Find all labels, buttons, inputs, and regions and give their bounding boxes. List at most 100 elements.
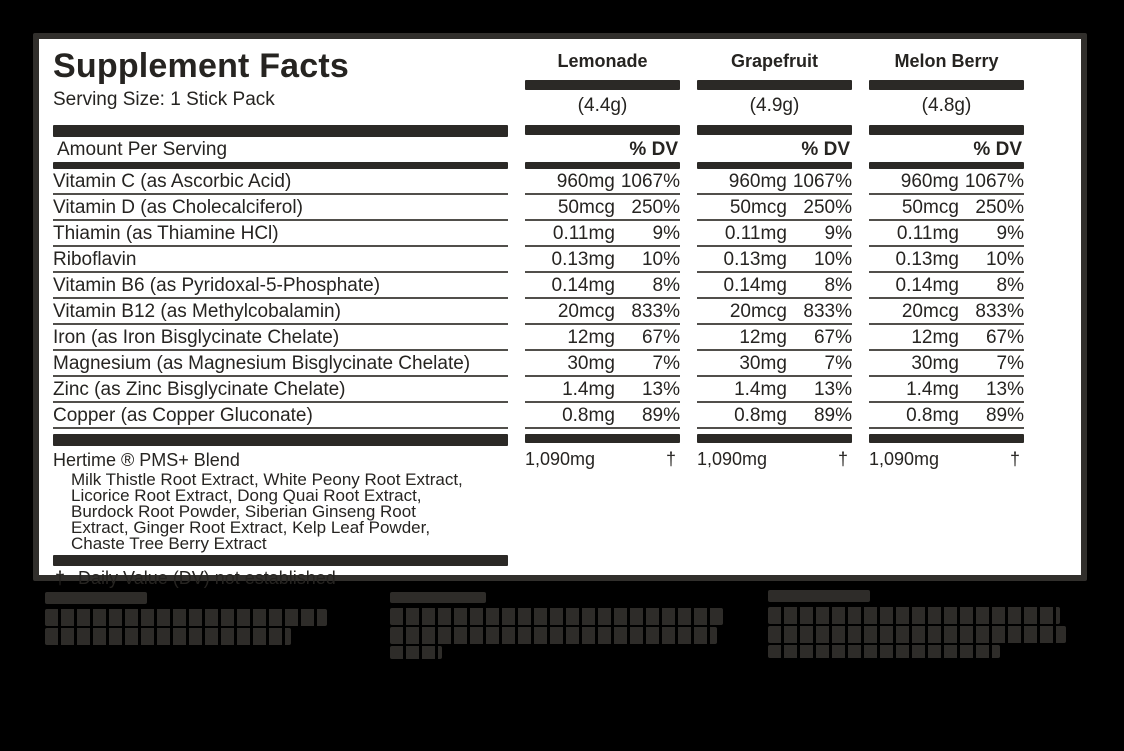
nutrient-name: Vitamin B6 (as Pyridoxal-5-Phosphate) bbox=[53, 275, 381, 296]
divider-bar bbox=[53, 125, 508, 137]
amount-value: 0.8mg bbox=[906, 405, 959, 426]
divider-bar bbox=[697, 125, 852, 135]
dagger-symbol: † bbox=[55, 568, 66, 588]
amount-value: 1.4mg bbox=[562, 379, 615, 400]
fineprint-line bbox=[45, 609, 327, 626]
dv-value: 1067% bbox=[964, 171, 1024, 192]
amount-per-serving-label: Amount Per Serving bbox=[57, 139, 228, 160]
flavor-column-header: Lemonade (4.4g) bbox=[525, 41, 680, 117]
fineprint-line bbox=[390, 646, 442, 659]
amount-value: 960mg bbox=[556, 171, 615, 192]
flavor-serving-weight: (4.9g) bbox=[749, 95, 800, 116]
nutrient-value-cell: 0.11mg 9% bbox=[697, 221, 852, 247]
amount-per-serving-block: Amount Per Serving bbox=[53, 125, 508, 169]
nutrient-name-cell: Thiamin (as Thiamine HCl) bbox=[53, 221, 508, 247]
nutrient-value-cell: 0.11mg 9% bbox=[869, 221, 1024, 247]
blend-value-row: 1,090mg † bbox=[869, 449, 1024, 469]
dv-header-label: % DV bbox=[629, 139, 678, 160]
nutrient-row: Thiamin (as Thiamine HCl) 0.11mg 9% 0.11mg 9… bbox=[53, 221, 1069, 247]
flavor-column-header: Grapefruit (4.9g) bbox=[697, 41, 852, 117]
amount-value: 1.4mg bbox=[734, 379, 787, 400]
dv-value: 250% bbox=[803, 197, 852, 218]
nutrient-name: Riboflavin bbox=[53, 249, 137, 270]
dv-value: 7% bbox=[824, 353, 852, 374]
nutrient-value-cell: 0.13mg 10% bbox=[697, 247, 852, 273]
amount-value: 960mg bbox=[900, 171, 959, 192]
amount-value: 0.11mg bbox=[896, 223, 959, 244]
nutrient-value-cell: 50mcg 250% bbox=[697, 195, 852, 221]
fineprint-line bbox=[768, 626, 1066, 643]
fineprint-line bbox=[768, 645, 1000, 658]
fineprint-line bbox=[45, 592, 147, 604]
dagger-symbol: † bbox=[837, 449, 848, 469]
nutrient-name: Zinc (as Zinc Bisglycinate Chelate) bbox=[53, 379, 346, 400]
nutrient-value-cell: 12mg 67% bbox=[697, 325, 852, 351]
dv-value: 7% bbox=[996, 353, 1024, 374]
amount-value: 0.14mg bbox=[895, 275, 959, 296]
nutrient-value-cell: 0.8mg 89% bbox=[697, 403, 852, 429]
divider-bar bbox=[53, 555, 508, 566]
dv-value: 9% bbox=[996, 223, 1024, 244]
nutrient-value-cell: 50mcg 250% bbox=[869, 195, 1024, 221]
amount-value: 50mcg bbox=[901, 197, 959, 218]
dagger-symbol: † bbox=[665, 449, 676, 469]
dv-value: 89% bbox=[641, 405, 680, 426]
dv-value: 10% bbox=[641, 249, 680, 270]
fineprint-line bbox=[390, 627, 717, 644]
divider-bar bbox=[697, 80, 852, 90]
dv-value: 8% bbox=[996, 275, 1024, 296]
divider-bar bbox=[525, 125, 680, 135]
divider-bar bbox=[53, 434, 508, 446]
divider-bar bbox=[869, 162, 1024, 169]
amount-value: 20mcg bbox=[729, 301, 787, 322]
supplement-facts-panel: Supplement Facts Serving Size: 1 Stick P… bbox=[33, 33, 1087, 587]
dv-value: 833% bbox=[803, 301, 852, 322]
amount-value: 1.4mg bbox=[906, 379, 959, 400]
panel-title: Supplement Facts bbox=[53, 47, 350, 85]
nutrient-name: Iron (as Iron Bisglycinate Chelate) bbox=[53, 327, 340, 348]
nutrient-value-cell: 20mcg 833% bbox=[697, 299, 852, 325]
nutrient-name: Vitamin C (as Ascorbic Acid) bbox=[53, 171, 292, 192]
dv-value: 9% bbox=[652, 223, 680, 244]
nutrient-value-cell: 50mcg 250% bbox=[525, 195, 680, 221]
flavor-name: Grapefruit bbox=[730, 51, 818, 71]
dv-value: 89% bbox=[813, 405, 852, 426]
fineprint-block bbox=[45, 592, 327, 647]
amount-value: 50mcg bbox=[729, 197, 787, 218]
divider-bar bbox=[53, 162, 508, 169]
dv-value: 1067% bbox=[620, 171, 680, 192]
dv-value: 250% bbox=[975, 197, 1024, 218]
blend-block: Hertime ® PMS+ Blend Milk Thistle Root E… bbox=[53, 434, 508, 588]
nutrient-name-cell: Vitamin B6 (as Pyridoxal-5-Phosphate) bbox=[53, 273, 508, 299]
divider-bar bbox=[525, 434, 680, 443]
dv-footnote: † Daily Value (DV) not established bbox=[53, 568, 508, 588]
nutrient-value-cell: 30mg 7% bbox=[525, 351, 680, 377]
dv-value: 89% bbox=[985, 405, 1024, 426]
amount-value: 0.11mg bbox=[724, 223, 787, 244]
nutrient-name-cell: Zinc (as Zinc Bisglycinate Chelate) bbox=[53, 377, 508, 403]
nutrient-row: Iron (as Iron Bisglycinate Chelate) 12mg 6… bbox=[53, 325, 1069, 351]
amount-value: 30mg bbox=[567, 353, 615, 374]
blend-amount: 1,090mg bbox=[525, 449, 596, 469]
amount-value: 0.11mg bbox=[552, 223, 615, 244]
nutrient-value-cell: 1.4mg 13% bbox=[697, 377, 852, 403]
flavor-serving-weight: (4.4g) bbox=[577, 95, 628, 116]
divider-bar bbox=[869, 434, 1024, 443]
amount-value: 0.14mg bbox=[723, 275, 787, 296]
dv-value: 833% bbox=[631, 301, 680, 322]
blend-ingredients: Milk Thistle Root Extract, White Peony R… bbox=[71, 470, 463, 553]
fineprint-block bbox=[390, 592, 723, 661]
amount-value: 0.8mg bbox=[734, 405, 787, 426]
nutrient-value-cell: 960mg 1067% bbox=[697, 169, 852, 195]
nutrient-name-cell: Magnesium (as Magnesium Bisglycinate Che… bbox=[53, 351, 508, 377]
dv-value: 1067% bbox=[792, 171, 852, 192]
nutrient-name-cell: Riboflavin bbox=[53, 247, 508, 273]
nutrient-value-cell: 0.11mg 9% bbox=[525, 221, 680, 247]
fineprint-line bbox=[390, 608, 723, 625]
flavor-column-header: Melon Berry (4.8g) bbox=[869, 41, 1024, 117]
dagger-symbol: † bbox=[1009, 449, 1020, 469]
nutrient-row: Riboflavin 0.13mg 10% 0.13mg 10% 0.13mg 10% bbox=[53, 247, 1069, 273]
title-block: Supplement Facts Serving Size: 1 Stick P… bbox=[53, 41, 508, 117]
amount-value: 0.8mg bbox=[562, 405, 615, 426]
